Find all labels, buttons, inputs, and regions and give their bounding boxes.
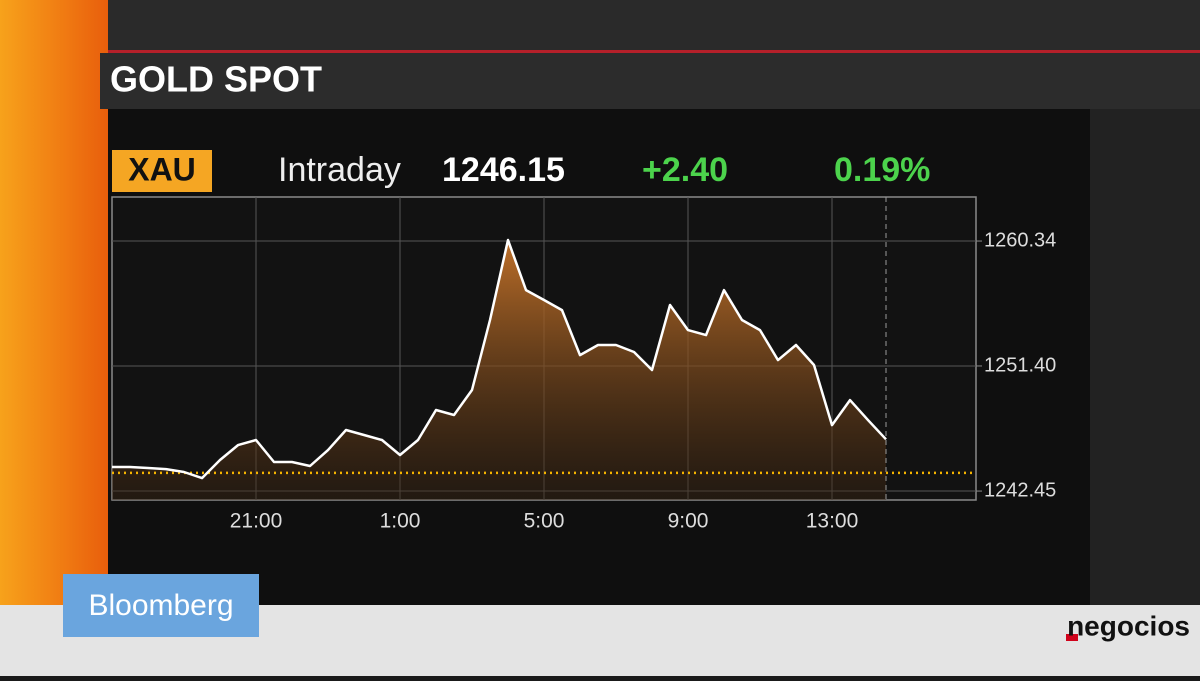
x-tick-label: 13:00 [806,510,859,533]
change: +2.40 [642,151,728,189]
price: 1246.15 [442,151,565,189]
red-rule [108,50,1200,53]
symbol-box [112,150,212,192]
change-pct: 0.19% [834,151,930,189]
plot: 1242.45 1251.40 1260.34 21:00 1:00 5:00 9:00 13… [111,196,1056,533]
line [112,238,887,480]
x-tick-label: 21:00 [230,510,283,533]
logo-accent [1066,634,1078,641]
y-tick-label: 1242.45 [984,479,1056,501]
period: Intraday [278,151,401,189]
side-stripe [0,0,108,676]
network-box [63,574,259,637]
symbol: XAU [128,151,196,187]
x-tick-label: 5:00 [524,510,565,533]
y-tick-label: 1251.40 [984,354,1056,376]
x-tick-label: 1:00 [380,510,421,533]
network: Bloomberg [88,589,233,622]
y-tick-label: 1260.34 [984,229,1056,251]
area [112,240,886,500]
x-tick-label: 9:00 [668,510,709,533]
title-bar [100,53,1200,109]
top-area [108,0,1200,52]
site-logo: negocios [1067,610,1190,641]
title: GOLD SPOT [110,59,322,100]
